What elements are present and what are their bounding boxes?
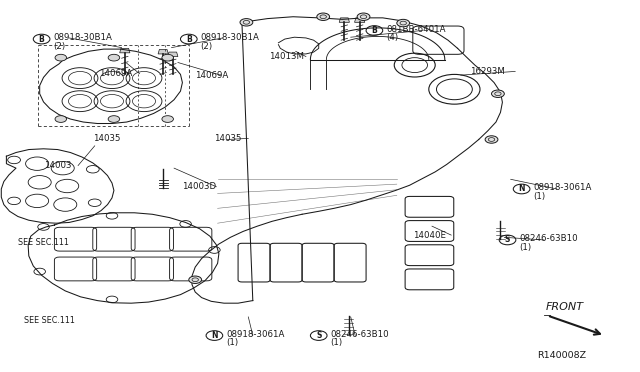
- Text: 14003: 14003: [44, 161, 71, 170]
- Text: B: B: [39, 35, 44, 44]
- Text: (1): (1): [330, 339, 342, 347]
- Text: B: B: [186, 35, 191, 44]
- Circle shape: [162, 54, 173, 61]
- Text: (2): (2): [53, 42, 65, 51]
- Polygon shape: [120, 48, 130, 53]
- Text: 14069A: 14069A: [99, 69, 132, 78]
- Circle shape: [108, 116, 120, 122]
- Polygon shape: [168, 52, 178, 57]
- Circle shape: [55, 54, 67, 61]
- Text: (1): (1): [226, 339, 238, 347]
- Text: FRONT: FRONT: [545, 302, 583, 312]
- Text: N: N: [211, 331, 218, 340]
- Circle shape: [108, 54, 120, 61]
- Text: 14040E: 14040E: [413, 231, 446, 240]
- Circle shape: [55, 116, 67, 122]
- Text: 08918-30B1A: 08918-30B1A: [200, 33, 259, 42]
- Circle shape: [189, 276, 202, 283]
- Text: 08918-3061A: 08918-3061A: [533, 183, 591, 192]
- Circle shape: [492, 90, 504, 97]
- Text: S: S: [505, 235, 510, 244]
- Text: 14013M: 14013M: [269, 52, 304, 61]
- Text: (1): (1): [519, 243, 531, 252]
- Polygon shape: [158, 49, 168, 54]
- Text: (1): (1): [533, 192, 545, 201]
- Text: 08918-3061A: 08918-3061A: [226, 330, 284, 339]
- Circle shape: [162, 116, 173, 122]
- Text: B: B: [372, 26, 377, 35]
- Text: 081BB-6401A: 081BB-6401A: [386, 25, 445, 33]
- Text: SEE SEC.111: SEE SEC.111: [24, 316, 75, 325]
- Polygon shape: [339, 18, 349, 22]
- Circle shape: [240, 19, 253, 26]
- Text: 14035: 14035: [93, 134, 120, 143]
- Circle shape: [357, 13, 370, 20]
- Circle shape: [317, 13, 330, 20]
- Text: (4): (4): [386, 33, 398, 42]
- Text: 16293M: 16293M: [470, 67, 505, 76]
- Text: 08918-30B1A: 08918-30B1A: [53, 33, 112, 42]
- Circle shape: [485, 136, 498, 143]
- Text: 14035: 14035: [214, 134, 242, 143]
- Polygon shape: [355, 18, 365, 22]
- Text: N: N: [518, 185, 525, 193]
- Circle shape: [397, 19, 410, 27]
- Text: 08246-63B10: 08246-63B10: [330, 330, 389, 339]
- Text: R140008Z: R140008Z: [538, 351, 586, 360]
- Text: S: S: [316, 331, 321, 340]
- Text: 14069A: 14069A: [195, 71, 228, 80]
- Text: SEE SEC.111: SEE SEC.111: [18, 238, 68, 247]
- Text: (2): (2): [200, 42, 212, 51]
- Text: 14003D: 14003D: [182, 182, 216, 191]
- Text: 08246-63B10: 08246-63B10: [519, 234, 578, 243]
